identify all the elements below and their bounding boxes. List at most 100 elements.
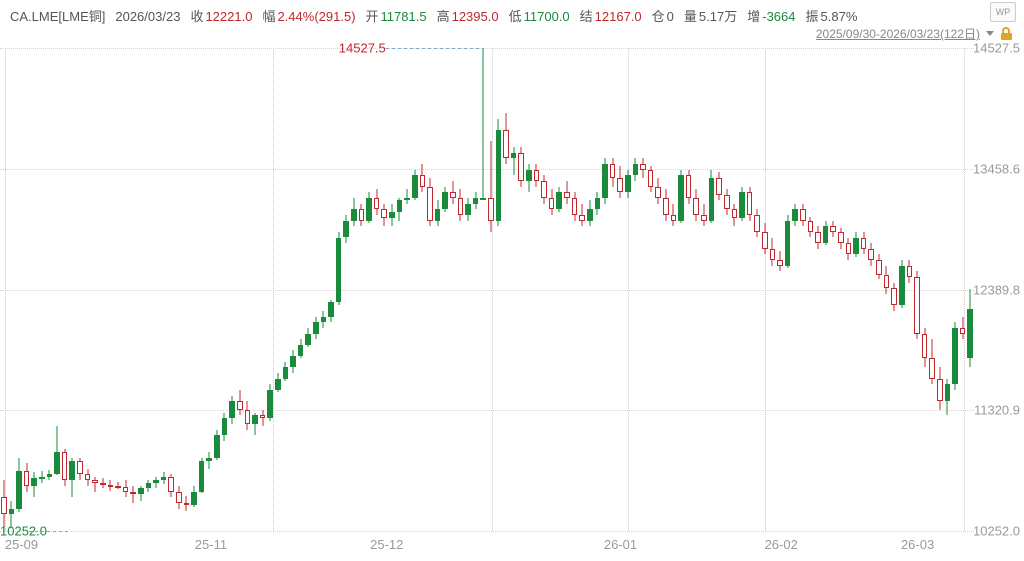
candlestick[interactable] (959, 48, 967, 531)
candlestick[interactable] (662, 48, 670, 531)
unlock-icon[interactable] (1000, 27, 1014, 40)
candlestick[interactable] (76, 48, 84, 531)
candlestick[interactable] (723, 48, 731, 531)
candlestick[interactable] (860, 48, 868, 531)
candlestick[interactable] (198, 48, 206, 531)
candlestick[interactable] (951, 48, 959, 531)
candlestick[interactable] (814, 48, 822, 531)
candlestick[interactable] (213, 48, 221, 531)
candlestick[interactable] (152, 48, 160, 531)
candlestick[interactable] (944, 48, 952, 531)
candlestick[interactable] (15, 48, 23, 531)
candlestick[interactable] (441, 48, 449, 531)
candlestick[interactable] (419, 48, 427, 531)
candlestick[interactable] (731, 48, 739, 531)
candlestick[interactable] (867, 48, 875, 531)
candlestick[interactable] (84, 48, 92, 531)
candlestick[interactable] (228, 48, 236, 531)
candlestick[interactable] (875, 48, 883, 531)
candlestick[interactable] (53, 48, 61, 531)
candlestick[interactable] (624, 48, 632, 531)
candlestick[interactable] (304, 48, 312, 531)
candlestick[interactable] (342, 48, 350, 531)
candlestick[interactable] (822, 48, 830, 531)
candlestick[interactable] (715, 48, 723, 531)
candlestick[interactable] (685, 48, 693, 531)
candlestick[interactable] (160, 48, 168, 531)
candlestick[interactable] (883, 48, 891, 531)
candlestick[interactable] (388, 48, 396, 531)
candlestick[interactable] (38, 48, 46, 531)
candlestick[interactable] (632, 48, 640, 531)
candlestick[interactable] (837, 48, 845, 531)
candlestick[interactable] (936, 48, 944, 531)
candlestick[interactable] (0, 48, 8, 531)
candlestick[interactable] (479, 48, 487, 531)
date-range-selector[interactable]: 2025/09/30-2026/03/23(122日) (816, 25, 1014, 42)
candlestick[interactable] (122, 48, 130, 531)
candlestick[interactable] (183, 48, 191, 531)
candlestick[interactable] (616, 48, 624, 531)
candlestick[interactable] (594, 48, 602, 531)
candlestick[interactable] (175, 48, 183, 531)
candlestick[interactable] (282, 48, 290, 531)
candlestick[interactable] (890, 48, 898, 531)
candlestick[interactable] (921, 48, 929, 531)
candlestick[interactable] (540, 48, 548, 531)
candlestick[interactable] (692, 48, 700, 531)
candlestick[interactable] (495, 48, 503, 531)
candlestick[interactable] (578, 48, 586, 531)
candlestick[interactable] (525, 48, 533, 531)
candlestick[interactable] (350, 48, 358, 531)
candlestick[interactable] (251, 48, 259, 531)
candlestick[interactable] (434, 48, 442, 531)
candlestick[interactable] (8, 48, 16, 531)
candlestick[interactable] (449, 48, 457, 531)
candlestick[interactable] (426, 48, 434, 531)
candlestick[interactable] (114, 48, 122, 531)
candlestick[interactable] (373, 48, 381, 531)
candlestick[interactable] (68, 48, 76, 531)
candlestick[interactable] (46, 48, 54, 531)
candlestick[interactable] (274, 48, 282, 531)
candlestick[interactable] (746, 48, 754, 531)
candlestick[interactable] (533, 48, 541, 531)
candlestick[interactable] (167, 48, 175, 531)
candlestick[interactable] (913, 48, 921, 531)
candlestick[interactable] (107, 48, 115, 531)
candlestick[interactable] (236, 48, 244, 531)
candlestick[interactable] (205, 48, 213, 531)
candlestick[interactable] (639, 48, 647, 531)
candlestick[interactable] (297, 48, 305, 531)
candlestick[interactable] (457, 48, 465, 531)
candlestick[interactable] (898, 48, 906, 531)
candlestick[interactable] (791, 48, 799, 531)
candlestick[interactable] (738, 48, 746, 531)
candlestick[interactable] (647, 48, 655, 531)
candlestick[interactable] (289, 48, 297, 531)
candlestick[interactable] (137, 48, 145, 531)
candlestick[interactable] (221, 48, 229, 531)
candlestick[interactable] (335, 48, 343, 531)
candlestick[interactable] (91, 48, 99, 531)
candlestick[interactable] (23, 48, 31, 531)
candlestick[interactable] (928, 48, 936, 531)
candlestick[interactable] (517, 48, 525, 531)
candlestick[interactable] (670, 48, 678, 531)
candlestick[interactable] (769, 48, 777, 531)
candlestick[interactable] (365, 48, 373, 531)
candlestick[interactable] (320, 48, 328, 531)
candlestick[interactable] (327, 48, 335, 531)
candlestick[interactable] (799, 48, 807, 531)
candlestick[interactable] (464, 48, 472, 531)
candlestick[interactable] (548, 48, 556, 531)
candlestick[interactable] (190, 48, 198, 531)
candlestick[interactable] (784, 48, 792, 531)
candlestick[interactable] (129, 48, 137, 531)
candlestick[interactable] (99, 48, 107, 531)
candlestick[interactable] (807, 48, 815, 531)
candlestick[interactable] (30, 48, 38, 531)
candlestick[interactable] (845, 48, 853, 531)
candlestick[interactable] (761, 48, 769, 531)
candlestick[interactable] (677, 48, 685, 531)
